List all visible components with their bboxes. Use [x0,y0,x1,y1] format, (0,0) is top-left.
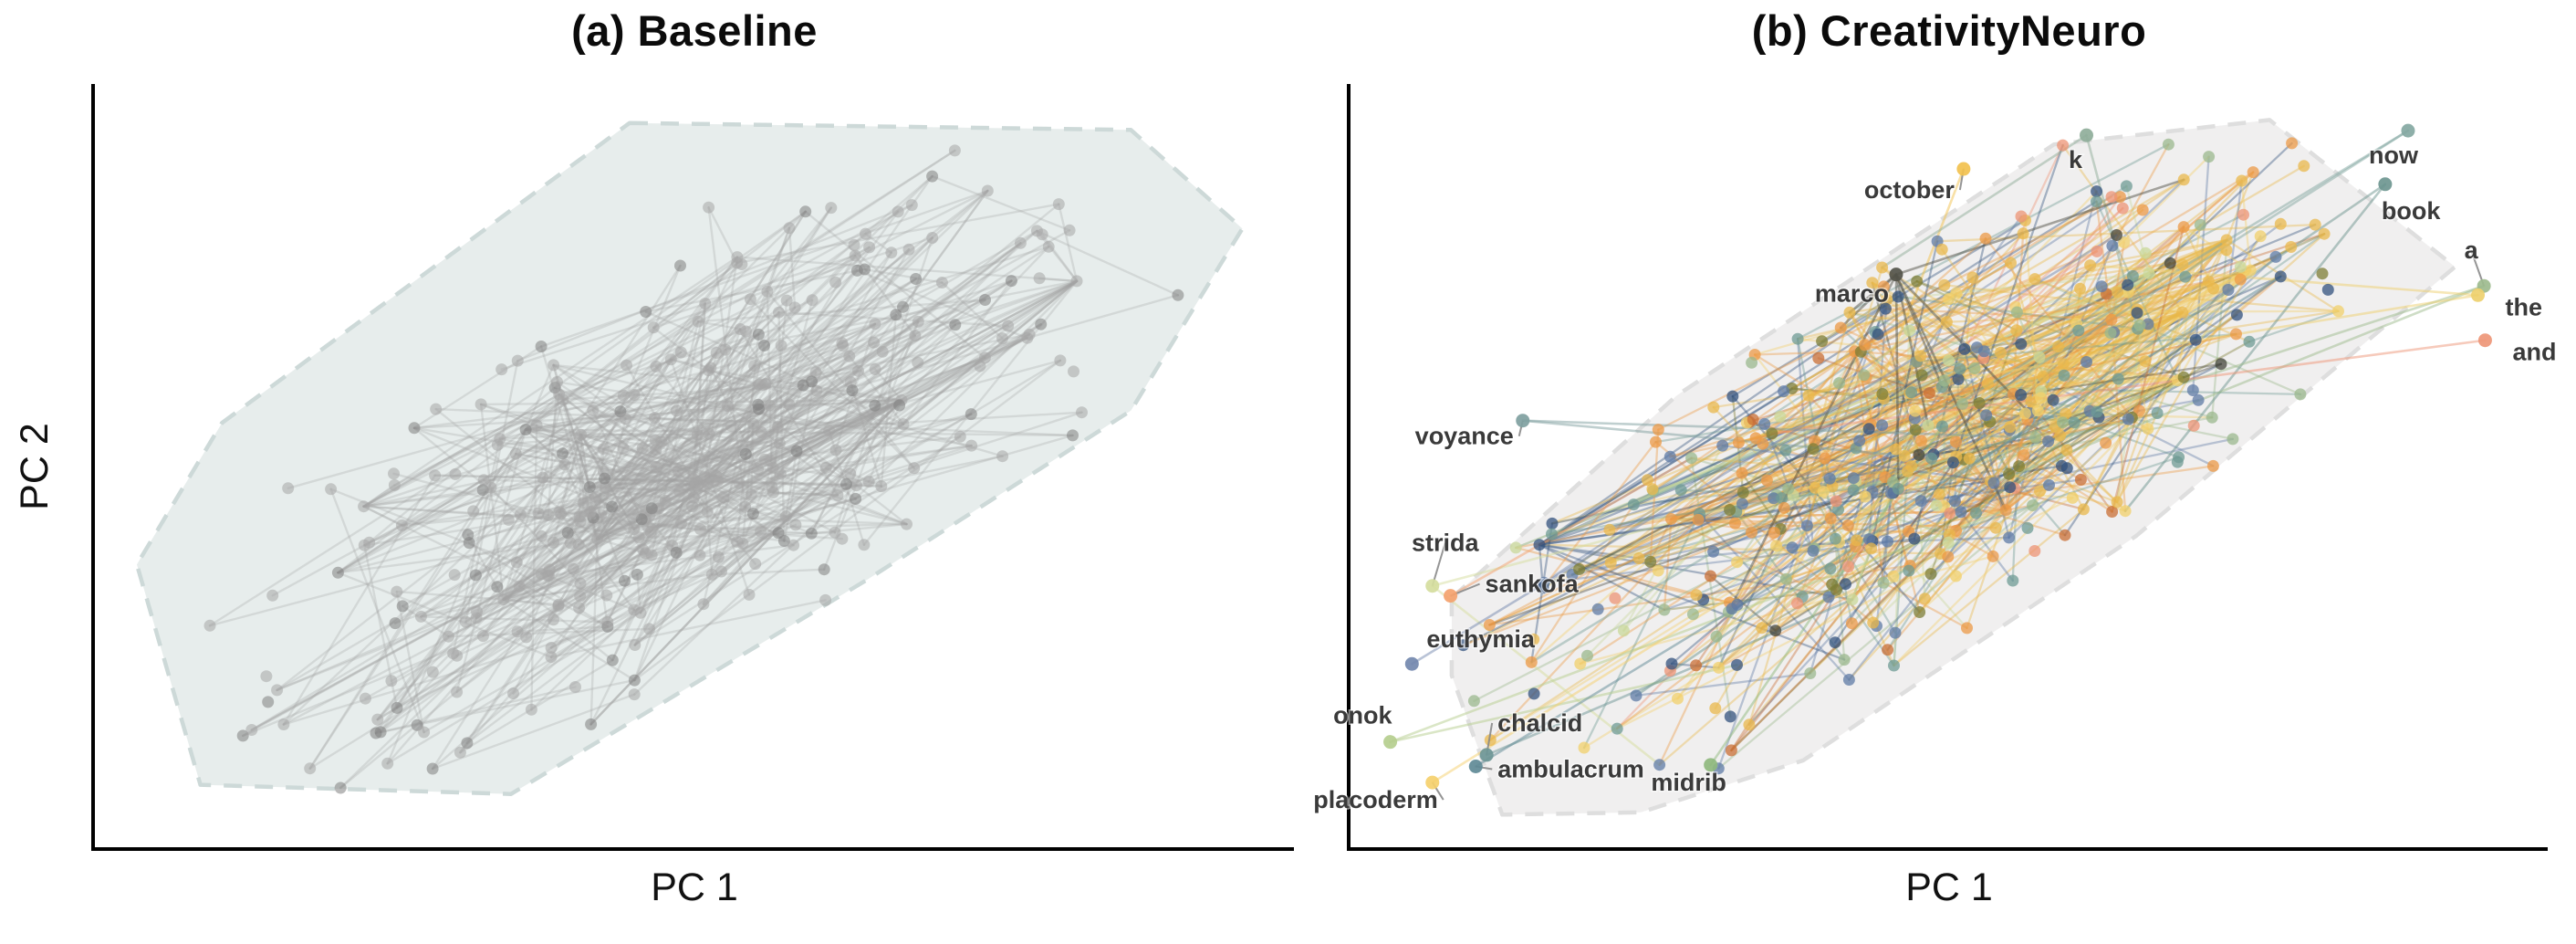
word-point-euthymia [1404,656,1419,671]
word-point-marco [1889,267,1903,282]
word-label-text: onok [1333,702,1392,729]
word-label-voyance: voyance [1413,414,1530,451]
word-label-text: and [2512,339,2556,366]
word-point-ambulacrum [1468,759,1483,773]
word-label-text: sankofa [1486,571,1580,598]
word-label-october: october [1862,162,1971,205]
word-label-text: now [2369,142,2419,169]
word-point-k [2080,128,2094,142]
x-axis-label-pc1-left: PC 1 [651,865,738,909]
word-label-chalcid: chalcid [1479,708,1584,762]
y-axis-line-right-plot [1347,84,1351,851]
word-label-text: october [1864,176,1955,204]
y-axis-line-left-plot [91,84,95,851]
word-point-and [2477,333,2492,348]
x-axis-line-right-plot [1347,847,2548,851]
word-label-onok: onok [1332,700,1398,750]
word-point-placoderm [1425,775,1440,790]
word-label-placoderm: placoderm [1312,775,1444,815]
panel-a-title: (a) Baseline [571,6,818,55]
word-point-voyance [1516,414,1530,428]
word-label-strida: strida [1410,528,1481,593]
word-label-ambulacrum: ambulacrum [1468,754,1645,784]
word-label-text: chalcid [1497,709,1582,737]
word-label-book: book [2378,177,2443,226]
word-point-midrib [1704,758,1718,772]
word-point-the [2471,288,2486,302]
baseline-network-plot [134,121,1245,796]
y-axis-label-pc2: PC 2 [13,423,57,510]
word-label-midrib: midrib [1650,758,1727,797]
word-label-text: strida [1412,530,1480,557]
panel-b-title: (b) CreativityNeuro [1751,6,2147,55]
word-label-sankofa: sankofa [1444,569,1580,603]
word-point-book [2378,177,2393,192]
word-label-text: a [2465,236,2479,264]
word-label-euthymia: euthymia [1404,624,1537,671]
x-axis-label-pc1-right: PC 1 [1905,865,1993,909]
word-label-text: book [2382,197,2441,225]
word-point-sankofa [1444,589,1458,603]
word-label-a: a [2463,236,2491,293]
word-label-text: voyance [1415,423,1514,450]
word-label-text: k [2069,146,2083,173]
word-label-and: and [2477,333,2558,367]
word-point-chalcid [1479,748,1494,762]
word-label-text: midrib [1651,769,1726,796]
word-label-text: euthymia [1426,625,1536,653]
labeled-word-edges [1389,129,2487,784]
word-label-k: k [2068,128,2094,175]
word-label-text: ambulacrum [1497,755,1644,782]
word-label-text: placoderm [1313,786,1438,813]
word-point-strida [1425,579,1440,593]
point-cloud [1457,137,2344,775]
word-label-text: marco [1815,280,1889,308]
word-point-october [1956,162,1971,176]
point-cloud [203,144,1184,794]
word-label-marco: marco [1813,267,1903,309]
convex-hull [134,121,1245,796]
word-label-the: the [2471,288,2544,322]
word-point-onok [1383,735,1398,750]
word-label-text: the [2506,293,2543,320]
word-label-now: now [2367,123,2420,171]
word-point-now [2401,123,2415,138]
x-axis-line-left-plot [91,847,1294,851]
